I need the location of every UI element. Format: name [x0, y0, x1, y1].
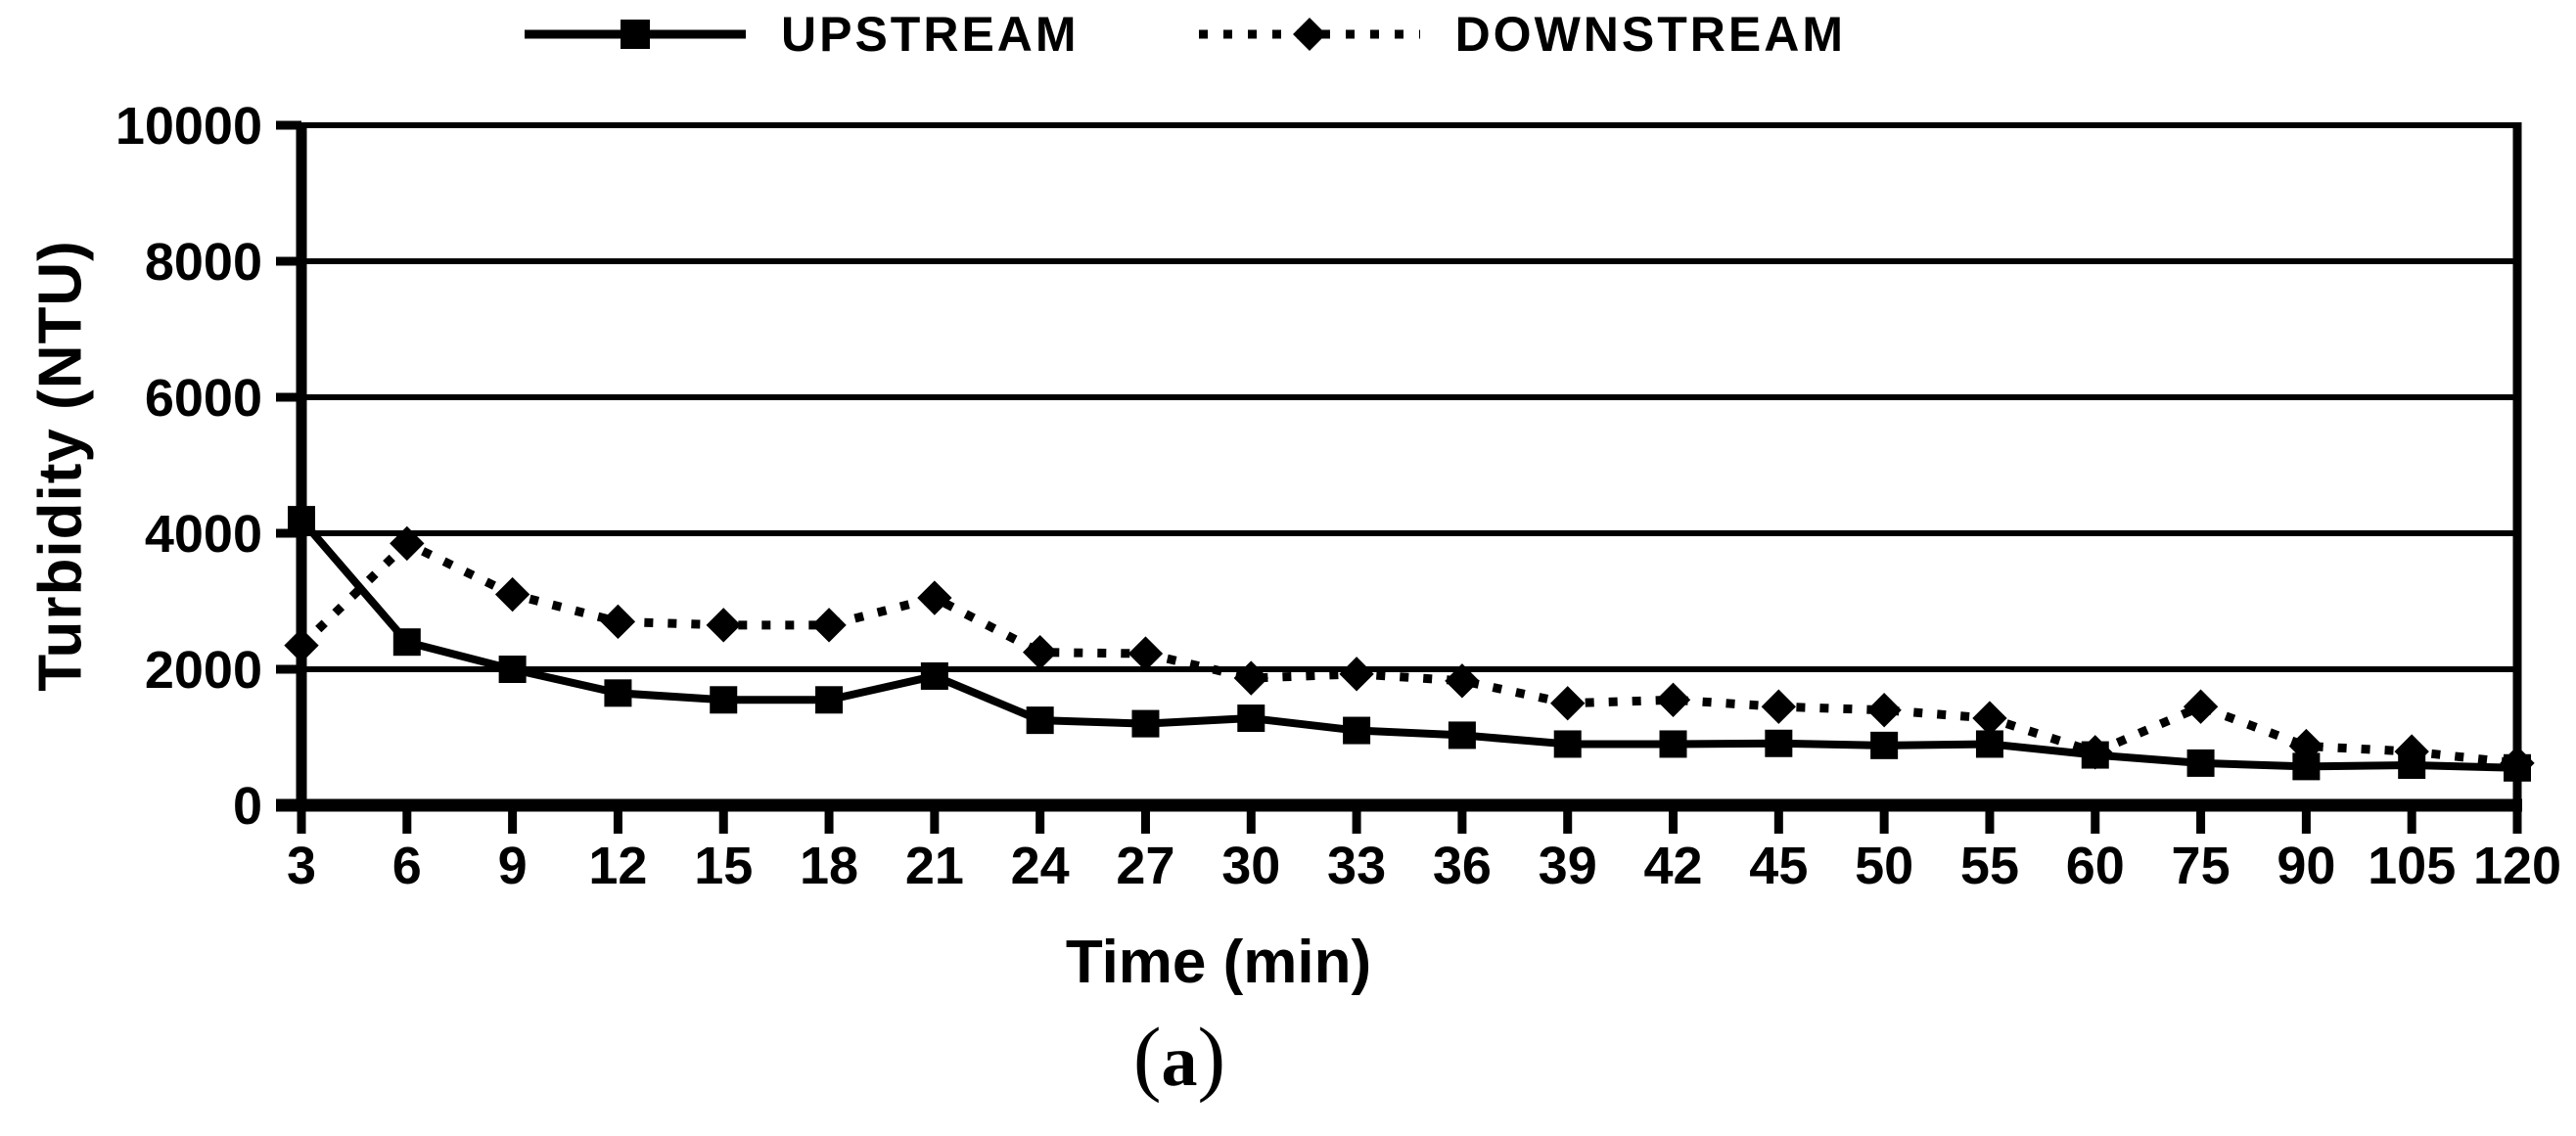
upstream-square-marker [815, 686, 844, 714]
upstream-line-square-icon [525, 20, 746, 49]
upstream-square-marker [1765, 729, 1793, 757]
downstream-diamond-marker [2500, 746, 2535, 781]
upstream-square-marker [710, 686, 738, 714]
downstream-diamond-marker [1866, 693, 1902, 728]
x-tick-label: 12 [588, 837, 647, 895]
legend-entry-downstream: DOWNSTREAM [1197, 6, 1846, 63]
legend-label-upstream: UPSTREAM [781, 7, 1080, 62]
downstream-line [298, 538, 2518, 768]
upstream-square-marker [498, 656, 527, 683]
downstream-diamond-marker [494, 576, 530, 613]
upstream-square-marker [920, 661, 948, 690]
y-tick-label: 6000 [145, 369, 262, 428]
upstream-square-marker [1026, 706, 1054, 735]
y-axis: 0 2000 4000 6000 8000 10000 [115, 97, 307, 836]
x-tick-label: 105 [2368, 837, 2456, 895]
downstream-diamond-marker [1233, 660, 1268, 696]
upstream-line [298, 517, 2518, 772]
downstream-diamond-marker [2183, 689, 2219, 724]
x-tick-label: 45 [1749, 837, 1808, 895]
series-upstream [288, 506, 2531, 782]
y-tick-label: 4000 [145, 505, 262, 564]
x-tick-label: 30 [1221, 837, 1280, 895]
x-tick-label: 36 [1433, 837, 1492, 895]
x-tick-label: 90 [2277, 837, 2335, 895]
downstream-diamond-marker [390, 525, 425, 562]
downstream-diamond-marker [811, 608, 847, 643]
upstream-square-marker [1343, 716, 1371, 745]
downstream-diamond-marker [706, 608, 741, 643]
x-tick-label: 75 [2172, 837, 2231, 895]
upstream-square-marker [1870, 731, 1899, 759]
legend-label-downstream: DOWNSTREAM [1454, 7, 1846, 62]
downstream-diamond-marker [1339, 657, 1374, 692]
caption-close-paren: ) [1197, 1010, 1226, 1104]
upstream-square-marker [1131, 709, 1160, 738]
downstream-diamond-marker [1445, 663, 1480, 699]
downstream-diamond-marker [284, 627, 319, 663]
x-tick-label: 24 [1011, 837, 1070, 895]
x-tick-label: 21 [905, 837, 964, 895]
upstream-square-marker [1237, 704, 1265, 733]
downstream-diamond-marker [917, 580, 952, 615]
x-tick-label: 50 [1855, 837, 1913, 895]
downstream-diamond-marker [1127, 636, 1164, 671]
x-tick-label: 42 [1643, 837, 1702, 895]
series-downstream [284, 525, 2535, 781]
x-tick-label: 15 [694, 837, 753, 895]
downstream-diamond-marker [1550, 686, 1586, 721]
caption-letter: a [1161, 1022, 1198, 1102]
gridlines [301, 122, 2517, 672]
figure-caption: (a) [1133, 1008, 1225, 1106]
upstream-square-marker [604, 679, 632, 707]
x-tick-label: 9 [498, 837, 528, 895]
y-tick-label: 10000 [115, 97, 262, 156]
upstream-square-marker [288, 506, 315, 534]
downstream-diamond-marker [1655, 682, 1691, 717]
y-tick-label: 0 [233, 777, 262, 836]
downstream-diamond-marker [1761, 689, 1797, 724]
y-tick-label: 8000 [145, 233, 262, 292]
upstream-square-marker [1448, 721, 1476, 750]
caption-open-paren: ( [1132, 1010, 1162, 1104]
x-tick-label: 6 [392, 837, 422, 895]
x-tick-label: 120 [2473, 837, 2561, 895]
downstream-diamond-marker [2394, 734, 2429, 769]
upstream-square-marker [1553, 730, 1582, 758]
downstream-dotted-diamond-icon [1198, 18, 1420, 51]
x-tick-label: 55 [1960, 837, 2019, 895]
chart-legend: UPSTREAM DOWNSTREAM [0, 6, 2369, 63]
upstream-square-marker [1659, 730, 1687, 758]
downstream-diamond-marker [2078, 735, 2113, 770]
upstream-square-marker [392, 628, 421, 657]
y-tick-label: 2000 [145, 641, 262, 700]
x-tick-label: 3 [287, 837, 316, 895]
downstream-diamond-marker [1972, 701, 2007, 736]
x-tick-label: 18 [800, 837, 858, 895]
downstream-diamond-marker [600, 604, 636, 640]
downstream-diamond-marker [1022, 634, 1058, 670]
x-axis: 3 6 9 12 15 18 21 24 27 30 33 36 39 42 45 50 55 60 75 90 105… [276, 798, 2561, 895]
x-tick-label: 27 [1116, 837, 1174, 895]
x-tick-label: 33 [1327, 837, 1386, 895]
x-tick-label: 39 [1539, 837, 1597, 895]
upstream-square-marker [2186, 749, 2215, 777]
x-axis-title: Time (min) [1065, 929, 1372, 996]
downstream-diamond-marker [2288, 728, 2324, 764]
x-tick-label: 60 [2066, 837, 2125, 895]
legend-entry-upstream: UPSTREAM [523, 6, 1080, 63]
